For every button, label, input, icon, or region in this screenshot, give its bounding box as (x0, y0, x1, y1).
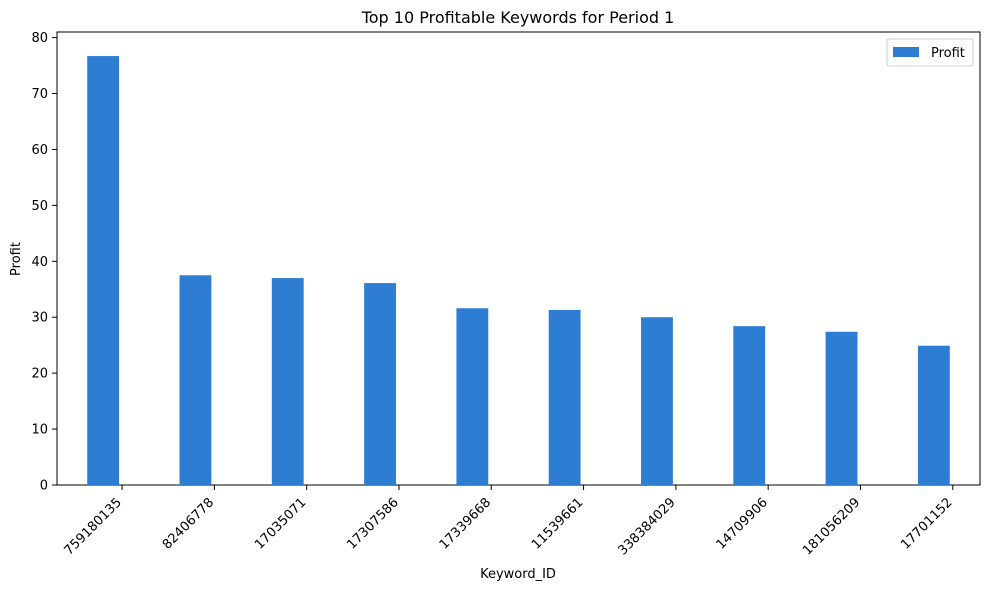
y-tick-label: 10 (31, 423, 48, 438)
x-tick-label: 82406778 (160, 495, 217, 552)
legend-label: Profit (931, 46, 965, 61)
chart-title: Top 10 Profitable Keywords for Period 1 (361, 8, 675, 27)
bar (456, 308, 489, 485)
x-axis: 759180135 82406778 17035071 17307586 1733966… (62, 485, 956, 558)
y-tick-label: 0 (40, 479, 48, 494)
y-tick-label: 50 (31, 199, 48, 214)
y-tick-label: 80 (31, 31, 48, 46)
bar (733, 326, 766, 485)
plot-frame (56, 31, 981, 486)
legend-box (886, 38, 974, 67)
x-tick-label: 181056209 (800, 495, 863, 558)
bar (917, 345, 950, 485)
bar (87, 56, 120, 486)
y-tick-label: 40 (31, 255, 48, 270)
y-tick-label: 60 (31, 143, 48, 158)
bar (548, 309, 581, 485)
x-tick-label: 338384029 (615, 495, 678, 558)
y-tick-label: 70 (31, 87, 48, 102)
x-tick-label: 17339668 (437, 495, 494, 552)
bar (641, 317, 673, 485)
bar (825, 331, 858, 485)
x-tick-label: 11539661 (529, 495, 586, 552)
y-tick-label: 30 (31, 311, 48, 326)
x-tick-label: 14709906 (714, 495, 771, 552)
bars (87, 56, 950, 486)
bar (271, 278, 304, 485)
y-axis: 0 10 20 30 40 50 60 70 80 (31, 31, 57, 494)
bar (179, 275, 212, 485)
x-tick-label: 17307586 (344, 495, 401, 552)
legend-swatch (893, 47, 919, 57)
x-axis-title: Keyword_ID (480, 567, 556, 582)
plot-area: 759180135 82406778 17035071 17307586 1733966… (31, 31, 981, 558)
legend: Profit (886, 38, 974, 67)
y-axis-title: Profit (9, 242, 24, 276)
x-tick-label: 759180135 (62, 495, 125, 558)
bar (364, 283, 396, 485)
x-tick-label: 17035071 (252, 495, 309, 552)
y-tick-label: 20 (31, 367, 48, 382)
x-tick-label: 17701152 (898, 495, 955, 552)
